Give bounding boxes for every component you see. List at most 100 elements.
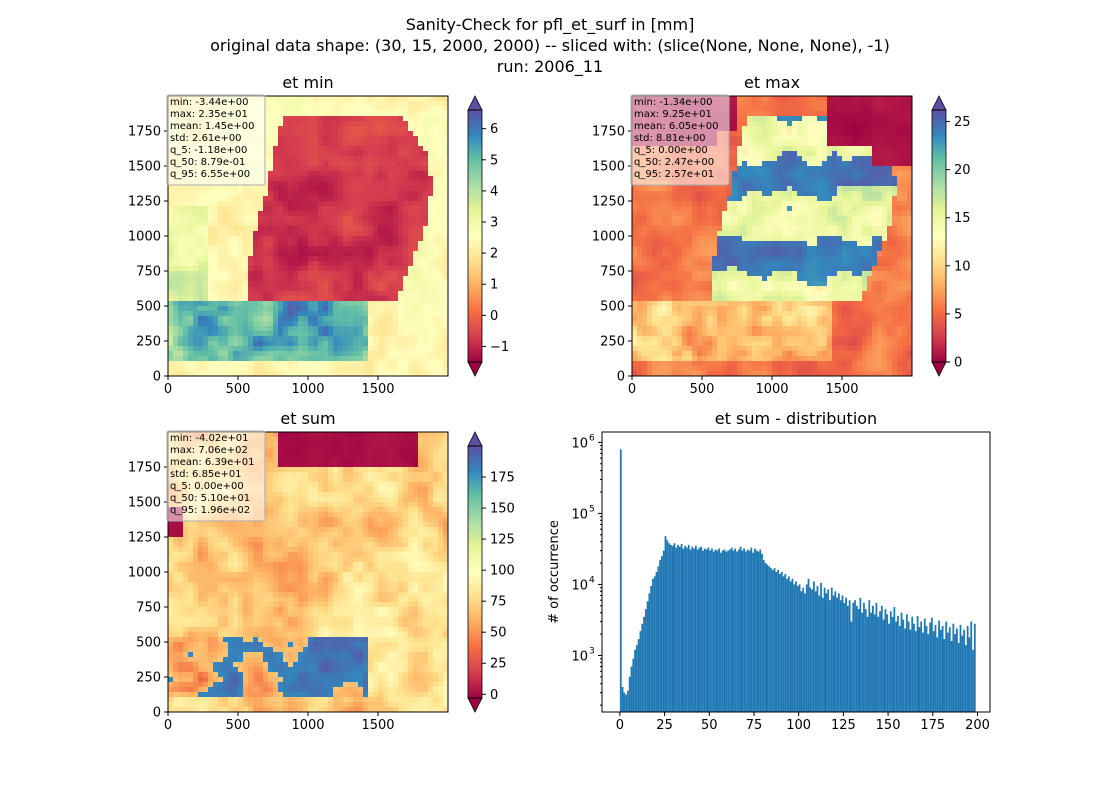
- histogram-bar: [721, 550, 724, 712]
- histogram-bar: [850, 621, 853, 712]
- colorbar-tick-label: 20: [954, 163, 971, 178]
- histogram-bar: [700, 546, 703, 712]
- histogram-bar: [838, 593, 840, 712]
- histogram-bar: [891, 616, 894, 712]
- y-tick-label: 250: [600, 335, 625, 350]
- histogram-bar: [909, 629, 912, 712]
- colorbar-tick-label: 2: [490, 247, 498, 262]
- x-tick-label: 0: [164, 382, 172, 397]
- histogram-bar: [736, 551, 738, 712]
- histogram-bar: [957, 642, 960, 712]
- histogram-bar: [907, 621, 910, 712]
- panel-et-min: et min 0 500 1000 1500025050075010001250150…: [128, 73, 509, 397]
- histogram-bar: [931, 617, 933, 712]
- histogram-bar: [861, 612, 864, 712]
- y-tick-label: 500: [136, 636, 161, 651]
- y-tick-label: 1750: [592, 125, 625, 140]
- stats-line: q_50: 8.79e-01: [170, 157, 245, 168]
- histogram-bar: [825, 593, 828, 712]
- histogram-bar: [873, 614, 876, 712]
- histogram-bar: [859, 597, 862, 712]
- histogram-bar: [795, 581, 797, 712]
- colorbar-tick-label: 5: [954, 307, 962, 322]
- histogram-bar: [964, 645, 967, 712]
- histogram-bar: [791, 578, 794, 712]
- histogram-bar: [968, 637, 971, 712]
- figure-title: Sanity-Check for pfl_et_surf in [mm] ori…: [210, 15, 890, 77]
- histogram-bar: [784, 574, 787, 712]
- y-tick-label: 250: [136, 335, 161, 350]
- histogram-bar: [673, 543, 676, 712]
- histogram-bar: [727, 550, 729, 712]
- histogram-bar: [621, 686, 624, 712]
- histogram-bar: [761, 553, 763, 712]
- histogram-bars: [619, 449, 976, 712]
- histogram-bar: [777, 569, 780, 712]
- histogram-bar: [623, 692, 626, 712]
- x-tick-label: 125: [831, 718, 856, 733]
- histogram-bar: [893, 607, 896, 712]
- histogram-bar: [868, 600, 871, 712]
- histogram-bar: [882, 619, 885, 712]
- colorbar-tick-label: 5: [490, 153, 498, 168]
- histogram-bar: [895, 621, 898, 712]
- y-tick-label: 500: [600, 300, 625, 315]
- histogram-bar: [732, 550, 735, 712]
- panel-title: et max: [744, 73, 800, 92]
- stats-line: max: 7.06e+02: [170, 445, 248, 456]
- histogram-bar: [720, 552, 722, 712]
- histogram-bar: [905, 614, 908, 712]
- colorbar-tick-label: 3: [490, 216, 498, 231]
- stats-line: max: 9.25e+01: [634, 109, 712, 120]
- colorbar: −1 0 1 2 3 4 5 6: [467, 95, 509, 377]
- y-tick-label: 1500: [592, 160, 625, 175]
- stats-line: std: 2.61e+00: [170, 133, 242, 144]
- colorbar-tick-label: 125: [490, 533, 515, 548]
- y-tick-exponent: 3: [589, 646, 595, 656]
- x-tick-label: 1000: [291, 718, 324, 733]
- y-tick-label: 750: [600, 265, 625, 280]
- x-tick-label: 50: [701, 718, 718, 733]
- x-tick-label: 0: [616, 718, 624, 733]
- histogram-bar: [793, 584, 796, 712]
- histogram-bar: [818, 595, 821, 712]
- histogram-bar: [666, 540, 669, 712]
- histogram-bar: [952, 623, 955, 712]
- histogram-bar: [753, 548, 756, 712]
- histogram-bar: [798, 584, 801, 712]
- x-tick-label: 150: [876, 718, 901, 733]
- histogram-bar: [823, 587, 826, 712]
- axis-ticks: 0 500 1000 1500 0 250 500 750 1000 1250 1500 1750: [128, 461, 395, 734]
- histogram-bar: [743, 548, 746, 712]
- histogram-bar: [650, 586, 653, 712]
- histogram-bar: [832, 595, 835, 712]
- histogram-bar: [846, 605, 849, 712]
- histogram-bar: [877, 616, 880, 712]
- histogram-bar: [655, 571, 658, 712]
- histogram-bar: [904, 628, 906, 712]
- y-tick-label: 1000: [128, 566, 161, 581]
- histogram-bar: [661, 556, 663, 712]
- histogram-bar: [687, 544, 690, 712]
- histogram-bar: [834, 591, 837, 712]
- histogram-bar: [707, 547, 710, 712]
- x-tick-label: 75: [746, 718, 763, 733]
- title-line-2: original data shape: (30, 15, 2000, 2000…: [210, 36, 890, 55]
- histogram-bar: [698, 547, 701, 712]
- histogram-bar: [973, 623, 976, 712]
- histogram-bar: [929, 622, 931, 712]
- histogram-bar: [643, 616, 645, 712]
- colorbar-tick-label: 25: [490, 657, 507, 672]
- histogram-bar: [943, 639, 946, 712]
- histogram-bar: [866, 616, 869, 712]
- histogram-bar: [632, 658, 635, 712]
- colorbar-tick-label: 150: [490, 502, 515, 517]
- histogram-bar: [780, 571, 783, 712]
- histogram-bar: [796, 586, 799, 712]
- y-tick-label: 750: [136, 601, 161, 616]
- colorbar-tick-label: 15: [954, 211, 971, 226]
- y-tick-label: 10: [571, 436, 588, 451]
- colorbar-tick-label: −1: [490, 340, 509, 355]
